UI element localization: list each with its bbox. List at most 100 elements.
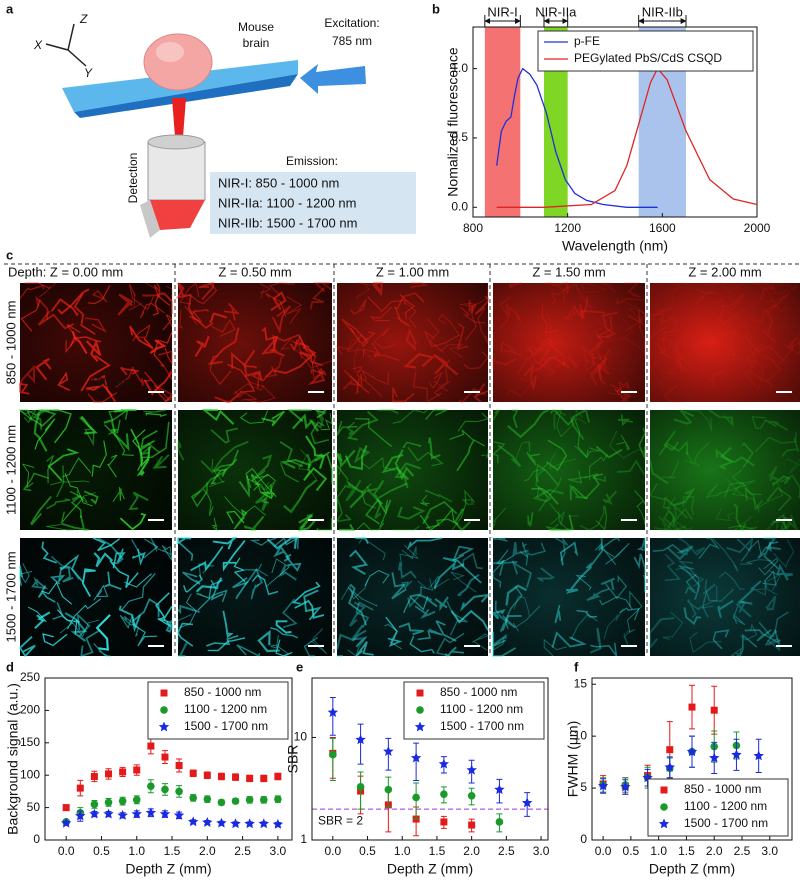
vessel: [115, 366, 142, 388]
vessel: [741, 442, 754, 469]
vessel: [704, 579, 735, 602]
marker: [356, 783, 365, 791]
vessel: [363, 479, 385, 498]
error-bar: [329, 697, 336, 736]
objective: [147, 141, 206, 201]
vessel: [391, 572, 408, 600]
vessel: [709, 282, 744, 294]
x-tick-label: 1.0: [650, 844, 667, 858]
vessel: [412, 371, 442, 404]
vessel: [602, 543, 630, 565]
vessel: [233, 557, 246, 583]
vessel: [588, 341, 602, 366]
vessel: [492, 631, 505, 652]
vessel: [119, 513, 147, 531]
vessel: [64, 612, 88, 642]
x-tick-label: 1.0: [394, 844, 411, 858]
vessel: [472, 633, 489, 651]
vessel: [594, 357, 608, 385]
vessel: [93, 584, 109, 601]
vessel: [717, 599, 734, 619]
vessel: [420, 495, 430, 507]
vessel: [352, 624, 367, 648]
vessel: [363, 348, 378, 358]
vessel: [666, 496, 694, 531]
vessel: [258, 282, 272, 299]
vessel: [686, 598, 700, 619]
vessel: [291, 413, 319, 432]
vessel: [349, 299, 367, 315]
legend-label: 1100 - 1200 nm: [184, 702, 267, 716]
vessel: [616, 297, 646, 305]
band: [484, 27, 521, 217]
vessel: [251, 574, 279, 596]
vessel: [91, 374, 117, 403]
marker: [244, 818, 255, 829]
vessel: [46, 524, 74, 531]
vessel: [543, 355, 560, 377]
vessel: [576, 609, 598, 618]
y-axis-label: Background signal (a.u.): [5, 683, 21, 835]
vessel: [369, 306, 393, 322]
column-label: Z = 1.00 mm: [376, 264, 449, 279]
vessel: [76, 490, 96, 504]
x-tick-label: 3.0: [270, 844, 287, 858]
vessel: [314, 451, 333, 484]
vessel: [766, 570, 781, 591]
vessel: [740, 623, 758, 641]
vessel: [497, 444, 522, 468]
vessel: [268, 282, 295, 296]
vessel: [209, 312, 228, 324]
vessel: [783, 341, 800, 356]
vessel: [356, 522, 385, 531]
vessel: [453, 508, 471, 532]
marker: [468, 821, 476, 829]
vessel: [735, 600, 752, 618]
vessel: [491, 441, 506, 464]
vessel: [226, 510, 245, 524]
marker: [246, 774, 254, 782]
marker: [494, 784, 505, 795]
reference-label: SBR = 2: [318, 813, 363, 827]
marker: [260, 774, 268, 782]
emission-beam: [150, 200, 205, 230]
vessel: [652, 543, 689, 553]
marker: [412, 793, 420, 802]
error-bar: [329, 737, 336, 782]
marker: [384, 785, 393, 794]
vessel: [562, 283, 594, 309]
vessel: [662, 460, 679, 479]
vessel: [649, 359, 659, 372]
vessel: [41, 581, 72, 605]
vessel: [671, 282, 698, 308]
vessel: [549, 452, 577, 470]
vessel: [69, 336, 102, 347]
x-tick-label: 1.0: [128, 844, 145, 858]
vessel: [303, 467, 328, 492]
vessel: [123, 616, 140, 637]
marker: [664, 761, 675, 772]
vessel: [707, 370, 726, 388]
vessel: [22, 472, 50, 492]
panel-label: d: [6, 659, 14, 674]
vessel: [352, 365, 383, 398]
vessel: [367, 296, 406, 313]
vessel: [222, 540, 246, 572]
vessel: [649, 312, 677, 326]
vessel: [536, 477, 562, 498]
vessel: [224, 496, 266, 516]
y-tick-label: 1.0: [451, 61, 468, 75]
vessel: [113, 409, 137, 413]
vessel: [342, 369, 362, 390]
vessel: [748, 370, 773, 391]
vessel: [37, 310, 75, 330]
vessel: [251, 368, 274, 389]
vessel: [347, 586, 378, 607]
x-tick-label: 2.5: [234, 844, 251, 858]
vessel: [210, 427, 239, 444]
x-tick-label: 2.0: [463, 844, 480, 858]
slide-edge: [74, 74, 298, 118]
marker: [710, 706, 718, 714]
vessel: [572, 305, 606, 319]
vessel: [627, 307, 646, 324]
